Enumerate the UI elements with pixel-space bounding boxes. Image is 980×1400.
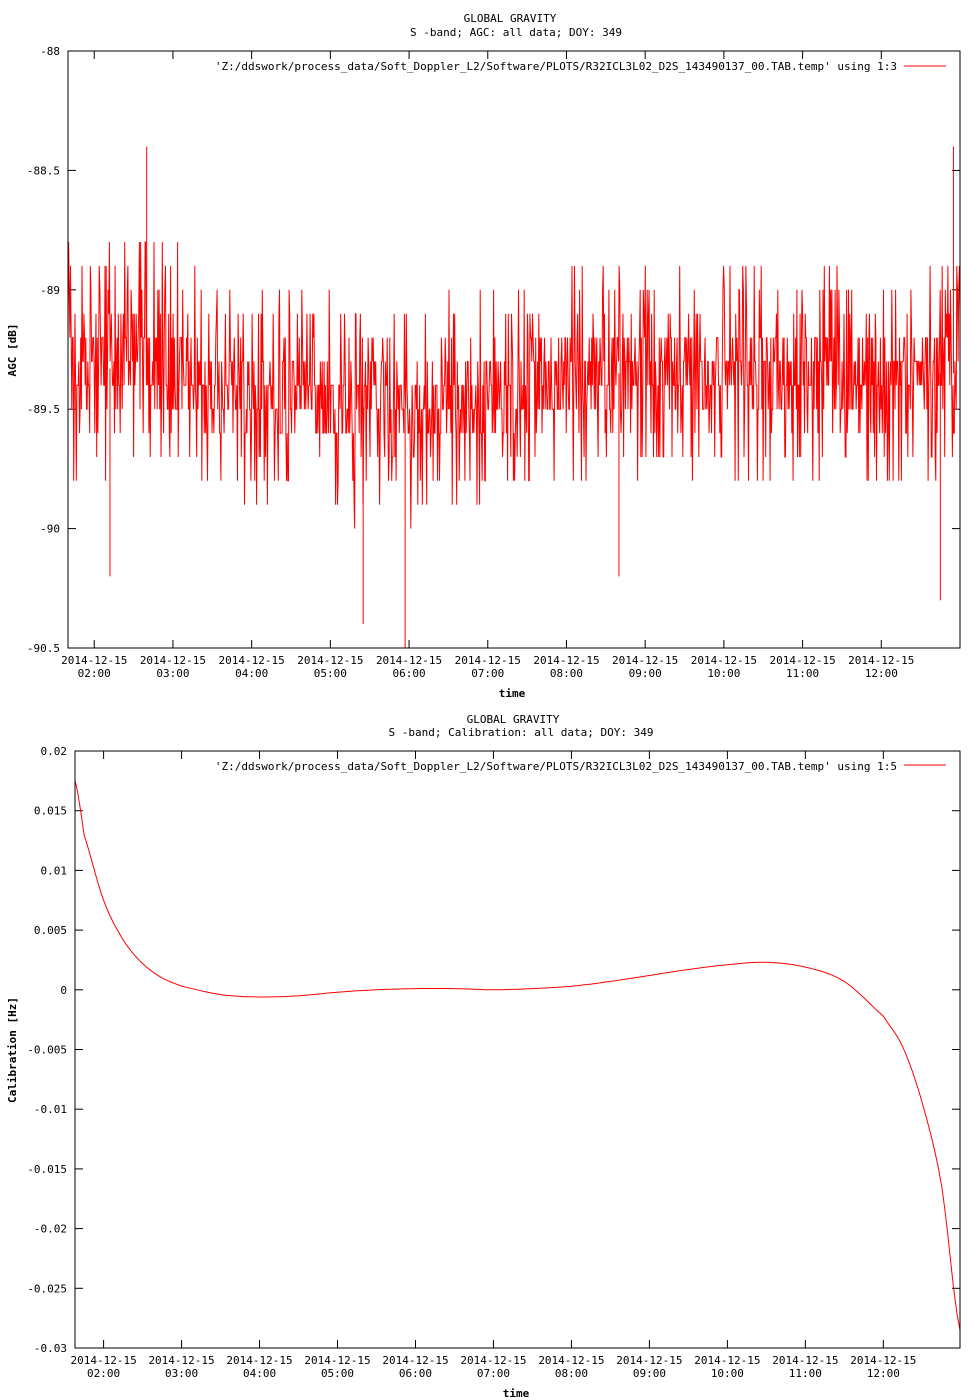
agc-ytick-label: -88 (40, 45, 60, 58)
agc-xtick-date: 2014-12-15 (455, 654, 521, 667)
cal-ytick-label: -0.02 (34, 1223, 67, 1236)
agc-xtick-time: 04:00 (235, 667, 268, 680)
cal-ytick-label: 0 (60, 984, 67, 997)
cal-ytick-label: -0.03 (34, 1342, 67, 1355)
cal-xtick-date: 2014-12-15 (148, 1354, 214, 1367)
agc-ylabel: AGC [dB] (6, 324, 19, 377)
agc-xtick-date: 2014-12-15 (219, 654, 285, 667)
agc-xtick-date: 2014-12-15 (769, 654, 835, 667)
agc-ytick-label: -90.5 (27, 642, 60, 655)
cal-series-line (74, 780, 961, 1331)
cal-plot-frame (74, 750, 961, 1349)
agc-xtick-date: 2014-12-15 (848, 654, 914, 667)
cal-xtick-time: 08:00 (555, 1367, 588, 1380)
cal-xtick-time: 06:00 (399, 1367, 432, 1380)
agc-xtick-date: 2014-12-15 (61, 654, 127, 667)
agc-title: GLOBAL GRAVITY (464, 12, 557, 25)
cal-legend-label: 'Z:/ddswork/process_data/Soft_Doppler_L2… (215, 760, 897, 773)
cal-ytick-label: 0.015 (34, 805, 67, 818)
agc-xtick-time: 02:00 (78, 667, 111, 680)
agc-xtick-time: 07:00 (471, 667, 504, 680)
cal-xtick-time: 07:00 (477, 1367, 510, 1380)
agc-xtick-time: 10:00 (707, 667, 740, 680)
cal-ytick-label: 0.01 (41, 864, 68, 877)
agc-ytick-label: -88.5 (27, 164, 60, 177)
agc-xtick-time: 06:00 (392, 667, 425, 680)
agc-ytick-label: -90 (40, 523, 60, 536)
cal-xtick-time: 03:00 (165, 1367, 198, 1380)
cal-xtick-date: 2014-12-15 (460, 1354, 526, 1367)
agc-xtick-date: 2014-12-15 (376, 654, 442, 667)
agc-xtick-date: 2014-12-15 (691, 654, 757, 667)
cal-xtick-date: 2014-12-15 (382, 1354, 448, 1367)
agc-xtick-date: 2014-12-15 (612, 654, 678, 667)
agc-xtick-time: 03:00 (156, 667, 189, 680)
agc-xtick-date: 2014-12-15 (297, 654, 363, 667)
cal-xtick-time: 04:00 (243, 1367, 276, 1380)
cal-xtick-date: 2014-12-15 (616, 1354, 682, 1367)
agc-legend-label: 'Z:/ddswork/process_data/Soft_Doppler_L2… (215, 60, 897, 73)
agc-xtick-time: 11:00 (786, 667, 819, 680)
cal-xtick-time: 05:00 (321, 1367, 354, 1380)
calibration-chart: GLOBAL GRAVITY S -band; Calibration: all… (6, 713, 961, 1400)
cal-xtick-time: 02:00 (87, 1367, 120, 1380)
agc-subtitle: S -band; AGC: all data; DOY: 349 (410, 26, 622, 39)
cal-ytick-label: -0.025 (27, 1282, 67, 1295)
cal-subtitle: S -band; Calibration: all data; DOY: 349 (389, 726, 654, 739)
agc-xtick-date: 2014-12-15 (533, 654, 599, 667)
agc-xtick-time: 09:00 (629, 667, 662, 680)
cal-ytick-label: -0.015 (27, 1163, 67, 1176)
cal-ytick-label: -0.01 (34, 1103, 67, 1116)
cal-xtick-time: 10:00 (711, 1367, 744, 1380)
cal-ytick-label: 0.02 (41, 745, 68, 758)
cal-xtick-date: 2014-12-15 (850, 1354, 916, 1367)
cal-xtick-date: 2014-12-15 (694, 1354, 760, 1367)
agc-xtick-time: 05:00 (314, 667, 347, 680)
agc-plot-frame (67, 50, 961, 649)
cal-xtick-date: 2014-12-15 (772, 1354, 838, 1367)
agc-chart: GLOBAL GRAVITY S -band; AGC: all data; D… (6, 12, 961, 700)
cal-xtick-time: 12:00 (867, 1367, 900, 1380)
agc-series-band (109, 146, 954, 648)
cal-xtick-time: 11:00 (789, 1367, 822, 1380)
cal-xtick-date: 2014-12-15 (538, 1354, 604, 1367)
cal-ytick-label: 0.005 (34, 924, 67, 937)
agc-ytick-label: -89.5 (27, 403, 60, 416)
agc-xlabel: time (499, 687, 526, 700)
agc-xtick-date: 2014-12-15 (140, 654, 206, 667)
cal-ytick-label: -0.005 (27, 1044, 67, 1057)
cal-xtick-date: 2014-12-15 (304, 1354, 370, 1367)
cal-title: GLOBAL GRAVITY (467, 713, 560, 726)
cal-xtick-date: 2014-12-15 (226, 1354, 292, 1367)
agc-xtick-time: 08:00 (550, 667, 583, 680)
agc-xtick-time: 12:00 (865, 667, 898, 680)
cal-xlabel: time (503, 1387, 530, 1400)
agc-ytick-label: -89 (40, 284, 60, 297)
cal-ylabel: Calibration [Hz] (6, 997, 19, 1103)
agc-series-line (67, 241, 961, 529)
cal-xtick-time: 09:00 (633, 1367, 666, 1380)
cal-xtick-date: 2014-12-15 (70, 1354, 136, 1367)
